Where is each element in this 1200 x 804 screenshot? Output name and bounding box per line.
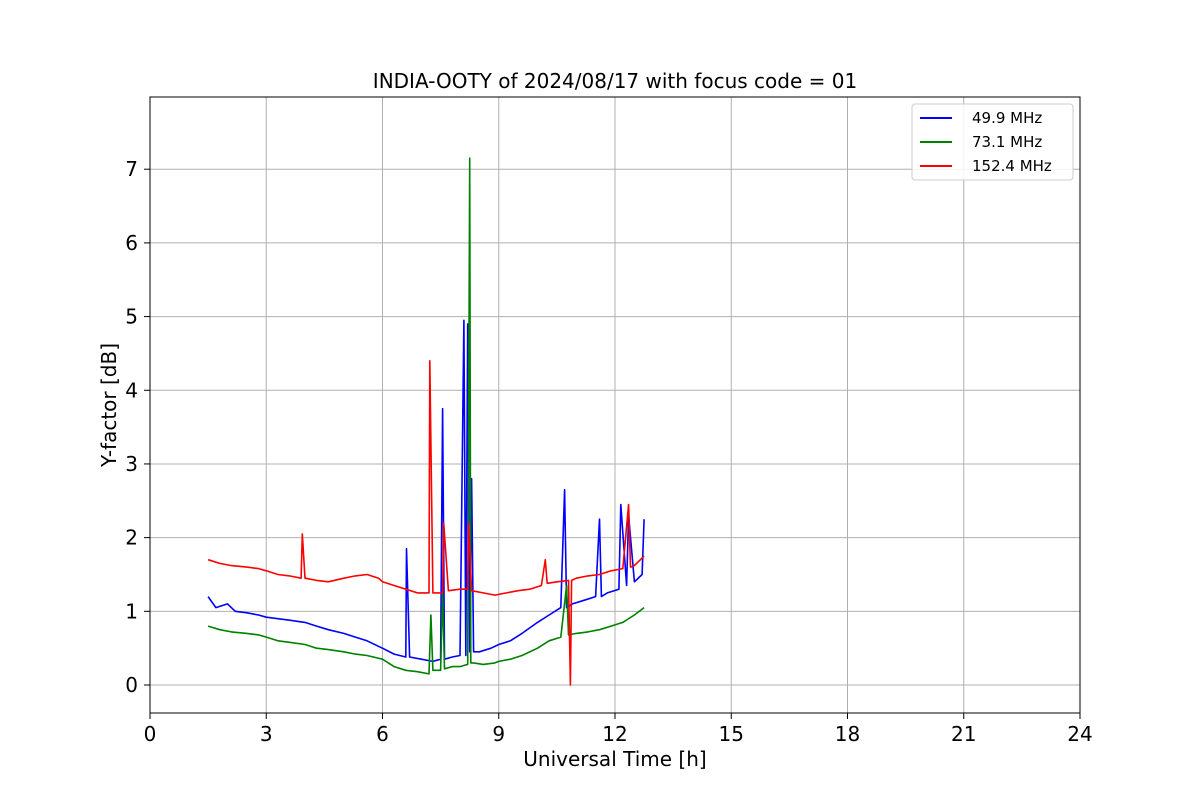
legend-label: 73.1 MHz — [972, 133, 1042, 151]
y-tick-label: 5 — [125, 305, 138, 329]
legend-label: 49.9 MHz — [972, 109, 1042, 127]
x-tick-label: 9 — [492, 722, 505, 746]
x-tick-label: 15 — [719, 722, 744, 746]
legend-label: 152.4 MHz — [972, 157, 1052, 175]
plot-series — [207, 157, 645, 686]
series-line-1 — [207, 157, 645, 675]
x-tick-label: 0 — [144, 722, 157, 746]
x-axis-title: Universal Time [h] — [523, 747, 706, 771]
y-tick-label: 2 — [125, 526, 138, 550]
series-line-0 — [207, 319, 645, 663]
x-tick-label: 21 — [951, 722, 976, 746]
y-tick-label: 4 — [125, 378, 138, 402]
x-tick-label: 18 — [835, 722, 860, 746]
y-tick-label: 0 — [125, 673, 138, 697]
legend-box — [911, 103, 1074, 181]
x-tick-label: 12 — [602, 722, 627, 746]
y-tick-label: 3 — [125, 452, 138, 476]
y-tick-label: 7 — [125, 157, 138, 181]
x-tick-label: 6 — [376, 722, 389, 746]
x-tick-label: 3 — [260, 722, 273, 746]
y-tick-label: 1 — [125, 599, 138, 623]
y-axis-title: Y-factor [dB] — [97, 343, 121, 468]
chart-title: INDIA-OOTY of 2024/08/17 with focus code… — [373, 69, 857, 93]
legend: 49.9 MHz 73.1 MHz 152.4 MHz — [911, 103, 1074, 181]
x-tick-label: 24 — [1067, 722, 1092, 746]
series-line-2 — [207, 360, 645, 686]
y-tick-label: 6 — [125, 231, 138, 255]
